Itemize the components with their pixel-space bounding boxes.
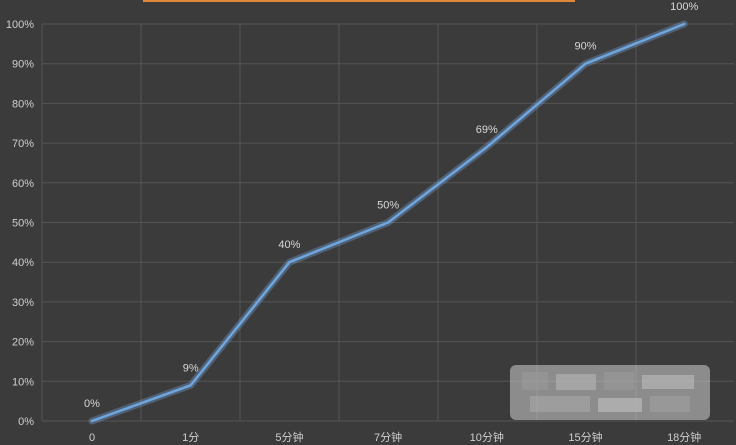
data-label: 9% <box>183 362 199 374</box>
y-tick-label: 30% <box>12 297 34 309</box>
top-accent-bar <box>143 0 575 2</box>
y-tick-label: 70% <box>12 138 34 150</box>
y-axis-ticks: 0% 10% 20% 30% 40% 50% 60% 70% 80% 90% 100% <box>6 19 34 428</box>
data-label: 90% <box>574 41 596 53</box>
y-tick-label: 0% <box>18 416 34 428</box>
y-tick-label: 10% <box>12 376 34 388</box>
x-axis-ticks: 0 1分 5分钟 7分钟 10分钟 15分钟 18分钟 <box>89 430 701 444</box>
data-label: 40% <box>278 239 300 251</box>
y-tick-label: 80% <box>12 98 34 110</box>
series-progress <box>88 20 688 425</box>
data-label: 50% <box>377 200 399 212</box>
x-tick-label: 18分钟 <box>667 430 701 444</box>
y-tick-label: 60% <box>12 178 34 190</box>
y-tick-label: 40% <box>12 257 34 269</box>
y-tick-label: 100% <box>6 19 34 31</box>
y-tick-label: 50% <box>12 218 34 230</box>
data-label: 0% <box>84 398 100 410</box>
x-tick-label: 10分钟 <box>470 430 504 444</box>
x-tick-label: 15分钟 <box>568 430 602 444</box>
grid <box>41 23 734 422</box>
data-labels: 0% 9% 40% 50% 69% 90% 100% <box>84 1 698 410</box>
blurred-watermark <box>510 365 710 420</box>
y-tick-label: 90% <box>12 59 34 71</box>
y-tick-label: 20% <box>12 337 34 349</box>
x-tick-label: 0 <box>89 432 95 444</box>
series-line <box>90 22 686 423</box>
data-label: 69% <box>476 124 498 136</box>
data-label: 100% <box>670 1 698 13</box>
x-tick-label: 1分 <box>182 431 199 444</box>
x-tick-label: 5分钟 <box>275 430 303 444</box>
x-tick-label: 7分钟 <box>374 430 402 444</box>
